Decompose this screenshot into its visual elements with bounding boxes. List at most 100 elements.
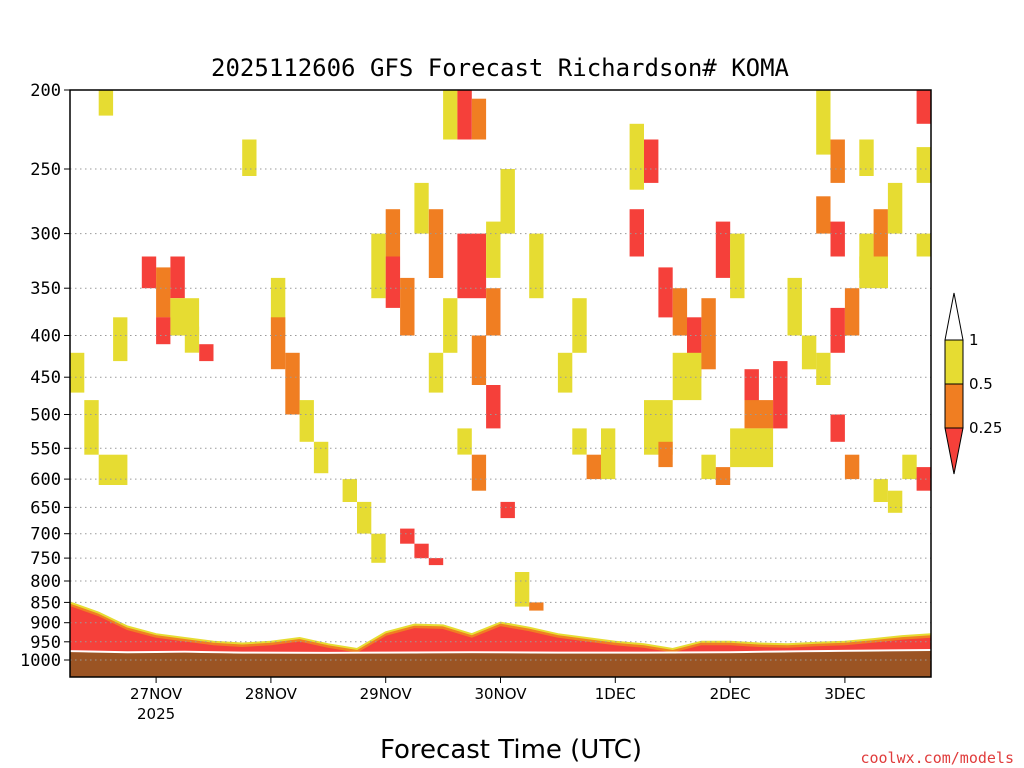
ri-cell-86 <box>586 454 601 480</box>
ri-cell-69 <box>844 288 860 336</box>
ri-cell-6 <box>156 267 171 318</box>
ri-cell-19 <box>357 501 372 534</box>
ri-cell-34 <box>486 221 501 278</box>
ri-cell-26 <box>385 256 401 308</box>
y-tick-label-650: 650 <box>30 498 61 518</box>
ri-cell-89 <box>572 298 587 353</box>
ri-cell-52 <box>744 369 759 408</box>
ri-cell-21 <box>400 528 415 544</box>
ri-cell-78 <box>902 454 917 480</box>
ri-cell-83 <box>557 352 573 393</box>
y-tick-label-200: 200 <box>30 81 61 101</box>
ri-cell-49 <box>715 221 731 278</box>
ri-cell-28 <box>414 182 429 234</box>
ri-cell-29 <box>428 209 444 278</box>
colorbar-bin-1 <box>944 383 964 429</box>
ri-cell-36 <box>486 385 501 429</box>
ri-cell-76 <box>873 479 888 502</box>
y-tick-label-1000: 1000 <box>20 651 61 671</box>
ri-cell-16 <box>299 400 314 442</box>
colorbar-bin-0 <box>944 339 964 385</box>
y-tick-label-300: 300 <box>30 225 61 245</box>
low-level-red-band <box>70 604 931 654</box>
ri-cell-37 <box>457 428 472 455</box>
ri-cell-82 <box>916 233 931 257</box>
ri-cell-62 <box>816 90 831 155</box>
y-tick-label-450: 450 <box>30 368 61 388</box>
ri-cell-71 <box>873 209 888 257</box>
ri-cell-58 <box>701 454 716 480</box>
x-tick-label-2: 29NOV <box>360 685 413 703</box>
ri-cell-1 <box>70 352 85 393</box>
ri-cell-10 <box>184 326 200 353</box>
colorbar-label-0: 1 <box>969 331 979 349</box>
ri-cell-14 <box>270 317 286 370</box>
richardson-cells <box>70 90 931 611</box>
ri-cell-22 <box>414 543 429 559</box>
ri-cell-91 <box>428 352 444 393</box>
ri-cell-41 <box>529 602 544 611</box>
x-tick-label-1: 28NOV <box>245 685 298 703</box>
ri-cell-66 <box>830 307 845 353</box>
ri-cell-35 <box>471 335 487 385</box>
ri-cell-60 <box>787 277 802 336</box>
y-tick-label-600: 600 <box>30 470 61 490</box>
ri-cell-15 <box>285 352 300 415</box>
y-tick-label-800: 800 <box>30 572 61 592</box>
ri-cell-88 <box>529 233 544 299</box>
ri-cell-84 <box>572 428 587 455</box>
ri-cell-23 <box>428 558 444 566</box>
ri-cell-61 <box>801 335 817 370</box>
ri-cell-3 <box>98 454 128 485</box>
y-tick-label-550: 550 <box>30 439 61 459</box>
ri-cell-73 <box>887 182 903 234</box>
ri-cell-27 <box>400 277 415 336</box>
ri-cell-77 <box>887 490 903 513</box>
ri-cell-7 <box>170 256 185 299</box>
ri-cell-33 <box>457 233 487 299</box>
ri-cell-53 <box>744 400 774 429</box>
ri-cell-17 <box>313 441 329 474</box>
ri-cell-72 <box>859 256 888 289</box>
ri-cell-44 <box>629 209 644 257</box>
gridlines <box>70 89 931 661</box>
ri-cell-65 <box>830 221 845 257</box>
colorbar-bin-2 <box>944 427 964 475</box>
y-tick-label-700: 700 <box>30 525 61 545</box>
x-tick-label-6: 3DEC <box>824 685 865 703</box>
ri-cell-4 <box>113 317 128 362</box>
x-tick-sublabel-0: 2025 <box>137 705 175 723</box>
ri-cell-64 <box>816 196 831 234</box>
ri-cell-74 <box>859 139 874 176</box>
ri-cell-42 <box>644 139 659 183</box>
ri-cell-40 <box>514 572 530 607</box>
x-axis: 27NOV 2025 28NOV 29NOV 30NOV 1DEC 2DEC 3DEC <box>130 677 865 723</box>
ground-fill <box>69 649 932 677</box>
ri-cell-2 <box>84 400 99 455</box>
ri-cell-59 <box>715 467 731 485</box>
ri-cell-67 <box>816 352 831 385</box>
y-tick-label-350: 350 <box>30 279 61 299</box>
ri-cell-25 <box>385 209 401 257</box>
x-tick-label-0: 27NOV <box>130 685 183 703</box>
ri-cell-75 <box>844 454 860 480</box>
colorbar-arrow-top <box>944 292 964 341</box>
ri-cell-11 <box>199 344 214 362</box>
credit-text: coolwx.com/models <box>860 749 1014 767</box>
ri-cell-32 <box>471 98 487 140</box>
x-tick-label-4: 1DEC <box>595 685 636 703</box>
ri-cell-9 <box>156 317 171 345</box>
ri-cell-90 <box>443 298 458 353</box>
ri-cell-24 <box>371 233 386 299</box>
ri-cell-30 <box>443 90 458 140</box>
ri-cell-31 <box>457 90 472 140</box>
y-tick-label-400: 400 <box>30 327 61 347</box>
ri-cell-92 <box>486 288 501 336</box>
chart-title: 2025112606 GFS Forecast Richardson# KOMA <box>211 54 790 82</box>
colorbar-label-2: 0.25 <box>969 419 1002 437</box>
x-tick-label-5: 2DEC <box>710 685 751 703</box>
ri-cell-79 <box>916 467 931 491</box>
ri-cell-57 <box>658 441 673 468</box>
y-tick-label-500: 500 <box>30 406 61 426</box>
